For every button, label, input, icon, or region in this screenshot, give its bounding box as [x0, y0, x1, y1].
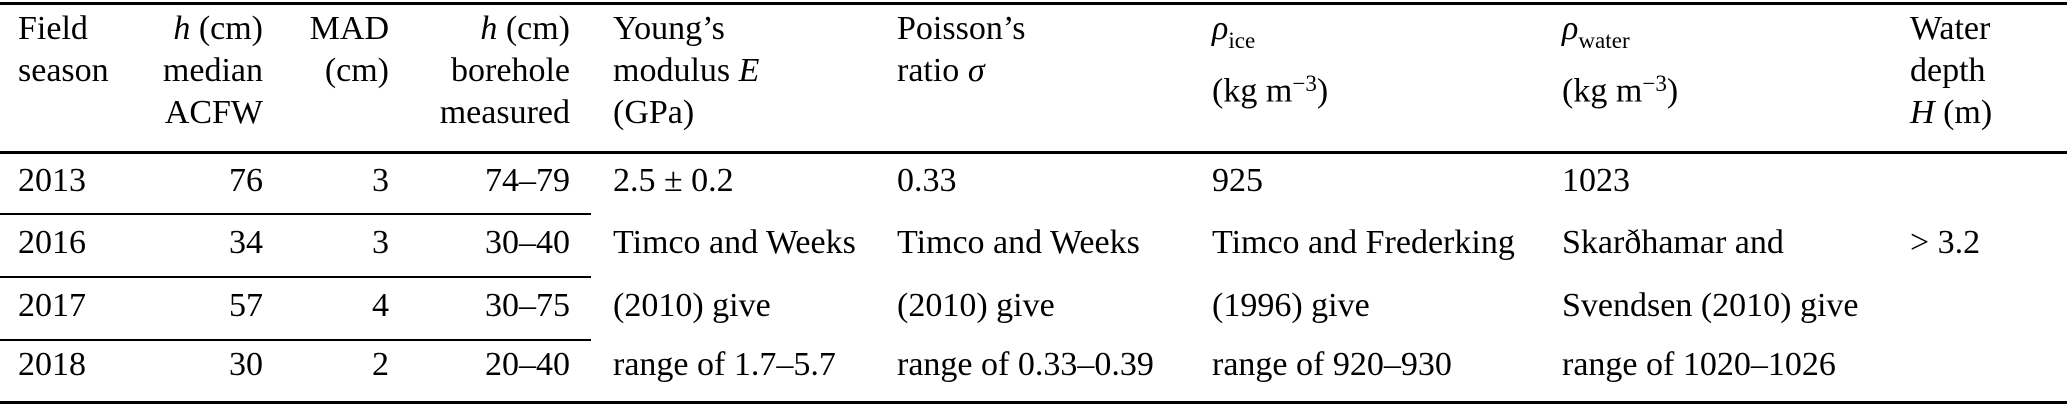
- header-line: median: [162, 52, 263, 89]
- column-header-rho-ice: ρice (kg m−3): [1212, 8, 1572, 112]
- header-line: Water: [1910, 10, 1991, 47]
- cell-water-depth: [1910, 160, 2067, 202]
- rule-header: [0, 151, 2067, 154]
- header-line: (kg m−3): [1562, 71, 1679, 110]
- rule-top: [0, 2, 2067, 5]
- cell-field-season: 2016: [18, 224, 86, 261]
- header-line: ratio σ: [897, 52, 985, 89]
- column-header-h-median-acfw: h (cm) median ACFW: [97, 8, 263, 134]
- cell-h-borehole: 20–40: [485, 346, 570, 383]
- cell-mad: 3: [372, 224, 389, 261]
- header-line: Young’s: [613, 10, 725, 47]
- cell-water-depth: [1910, 344, 2067, 386]
- cell-poissons-ratio: Timco and Weeks: [897, 224, 1140, 261]
- header-line: depth: [1910, 52, 1986, 89]
- cell-mad: 4: [372, 287, 389, 324]
- cell-h-median-acfw: 30: [229, 346, 263, 383]
- cell-mad: 2: [372, 346, 389, 383]
- header-line: ρwater: [1562, 10, 1630, 54]
- cell-mad: 3: [372, 162, 389, 199]
- cell-field-season: 2013: [18, 162, 86, 199]
- header-line: (kg m−3): [1212, 71, 1329, 110]
- cell-rho-water: range of 1020–1026: [1562, 346, 1836, 383]
- cell-poissons-ratio: (2010) give: [897, 287, 1055, 324]
- cell-youngs-modulus: (2010) give: [613, 287, 771, 324]
- column-header-mad: MAD (cm): [263, 8, 389, 92]
- cell-rho-water: Svendsen (2010) give: [1562, 287, 1859, 324]
- cell-h-median-acfw: 57: [229, 287, 263, 324]
- cell-rho-ice: (1996) give: [1212, 287, 1370, 324]
- rule-row-divider-1: [0, 213, 591, 215]
- cell-water-depth: > 3.2: [1910, 224, 1981, 261]
- column-header-rho-water: ρwater (kg m−3): [1562, 8, 1922, 112]
- cell-field-season: 2018: [18, 346, 86, 383]
- cell-h-median-acfw: 76: [229, 162, 263, 199]
- header-line: (cm): [324, 52, 389, 89]
- cell-h-borehole: 74–79: [485, 162, 570, 199]
- rule-bottom: [0, 401, 2067, 404]
- header-line: Poisson’s: [897, 10, 1026, 47]
- header-line: MAD: [309, 10, 389, 47]
- cell-rho-water: Skarðhamar and: [1562, 224, 1784, 261]
- column-header-field-season: Field season: [18, 8, 248, 92]
- cell-rho-ice: Timco and Frederking: [1212, 224, 1515, 261]
- cell-rho-ice: range of 920–930: [1212, 346, 1452, 383]
- column-header-youngs-modulus: Young’s modulus E (GPa): [613, 8, 913, 134]
- header-line: ρice: [1212, 10, 1256, 54]
- cell-rho-ice: 925: [1212, 162, 1263, 199]
- cell-field-season: 2017: [18, 287, 86, 324]
- cell-water-depth: [1910, 285, 2067, 327]
- header-line: h (cm): [480, 10, 570, 47]
- header-line: borehole: [451, 52, 570, 89]
- header-line: h (cm): [173, 10, 263, 47]
- header-line: H (m): [1910, 94, 1993, 131]
- cell-poissons-ratio: 0.33: [897, 162, 957, 199]
- cell-youngs-modulus: 2.5 ± 0.2: [613, 162, 734, 199]
- rule-row-divider-2: [0, 276, 591, 278]
- cell-youngs-modulus: range of 1.7–5.7: [613, 346, 836, 383]
- cell-h-borehole: 30–75: [485, 287, 570, 324]
- cell-h-borehole: 30–40: [485, 224, 570, 261]
- cell-rho-water: 1023: [1562, 162, 1630, 199]
- header-line: (GPa): [613, 94, 695, 131]
- rule-row-divider-3: [0, 339, 591, 341]
- header-line: modulus E: [613, 52, 760, 89]
- column-header-water-depth: Water depth H (m): [1910, 8, 2067, 134]
- cell-youngs-modulus: Timco and Weeks: [613, 224, 856, 261]
- column-header-poissons-ratio: Poisson’s ratio σ: [897, 8, 1227, 92]
- cell-h-median-acfw: 34: [229, 224, 263, 261]
- header-line: Field: [18, 10, 88, 47]
- header-line: season: [18, 52, 109, 89]
- cell-poissons-ratio: range of 0.33–0.39: [897, 346, 1154, 383]
- column-header-h-borehole: h (cm) borehole measured: [389, 8, 570, 134]
- header-line: ACFW: [164, 94, 263, 131]
- header-line: measured: [439, 94, 570, 131]
